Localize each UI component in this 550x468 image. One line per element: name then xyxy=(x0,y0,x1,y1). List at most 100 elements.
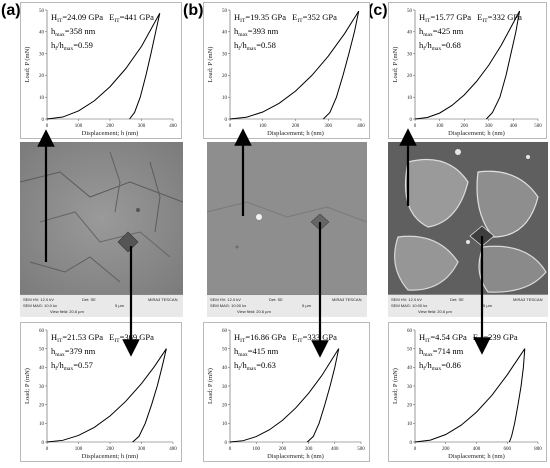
subscript-max: max xyxy=(55,352,65,358)
x-tick-label: 200 xyxy=(106,447,114,452)
chart-svg: 0 100 200 300 400 0 10 20 30 40 50 Displacement; h … xyxy=(207,9,365,137)
x-axis-label: Displacement; h (nm) xyxy=(82,130,139,137)
subscript-max: max xyxy=(423,352,433,358)
hmax-value: =379 nm xyxy=(65,346,96,356)
symbol-h: H xyxy=(234,332,240,342)
subscript-it: IT xyxy=(240,18,246,24)
y-tick-label: 20 xyxy=(39,74,45,79)
symbol-h: h xyxy=(51,360,56,370)
slash-h: /h xyxy=(240,40,247,50)
subscript-max: max xyxy=(247,366,257,372)
x-axis-label: Displacement; h (nm) xyxy=(448,453,505,460)
sem-det-c: Det: SE xyxy=(450,297,464,302)
symbol-h: h xyxy=(51,26,56,36)
y-axis-label: Load; P (mN) xyxy=(24,368,31,404)
slash-h: /h xyxy=(57,360,64,370)
symbol-h: h xyxy=(419,26,424,36)
annotation-hf-ratio: hf/hmax=0.63 xyxy=(234,360,276,372)
subscript-max: max xyxy=(64,366,74,372)
y-tick-label: 30 xyxy=(407,385,413,390)
subscript-f: f xyxy=(238,365,240,372)
y-tick-label: 40 xyxy=(39,31,45,36)
subscript-max: max xyxy=(247,46,257,52)
symbol-e: E xyxy=(290,332,297,342)
modulus-value: =369 GPa xyxy=(120,332,155,342)
subscript-it: IT xyxy=(425,338,431,344)
x-tick-label: 300 xyxy=(138,124,146,129)
annotation-hmax: hmax=425 nm xyxy=(419,26,464,38)
sem-image-c: SEM HV: 12.0 kV SEM MAG: 10.00 kx View f… xyxy=(388,142,548,317)
loading-curve xyxy=(414,10,520,120)
modulus-value: =239 GPa xyxy=(483,332,518,342)
sem-hv-a: SEM HV: 12.0 kV xyxy=(23,297,54,302)
sem-brand-b: MIRA3 TESCAN xyxy=(332,297,362,302)
panel-label-a: (a) xyxy=(1,2,21,19)
y-tick-label: 20 xyxy=(39,403,45,408)
symbol-e: E xyxy=(290,12,297,22)
x-tick-label: 0 xyxy=(229,124,232,129)
sem-scale-a: 5 µm xyxy=(115,303,124,308)
symbol-h: H xyxy=(51,332,57,342)
chart-c-bottom: 0 200 400 600 800 0 10 20 30 40 50 60 Displacement; … xyxy=(388,322,547,462)
y-tick-label: 50 xyxy=(407,347,413,352)
x-tick-label: 0 xyxy=(229,447,232,452)
unloading-curve xyxy=(508,348,526,443)
y-tick-label: 30 xyxy=(39,385,45,390)
slash-h: /h xyxy=(240,360,247,370)
y-axis-label: Load; P (mN) xyxy=(392,368,399,404)
x-tick-label: 100 xyxy=(252,447,260,452)
annotation-hmax: hmax=393 nm xyxy=(234,26,279,38)
y-tick-label: 50 xyxy=(222,9,228,14)
slash-h: /h xyxy=(425,360,432,370)
y-tick-label: 30 xyxy=(222,52,228,57)
annotation-hf-ratio: hf/hmax=0.68 xyxy=(419,40,461,52)
y-tick-label: 10 xyxy=(407,96,413,101)
x-tick-label: 800 xyxy=(534,447,542,452)
hardness-value: =15.77 GPa xyxy=(430,12,471,22)
unloading-curve xyxy=(132,348,167,443)
symbol-h: H xyxy=(51,12,57,22)
subscript-max: max xyxy=(423,32,433,38)
x-tick-label: 200 xyxy=(279,447,287,452)
y-tick-label: 10 xyxy=(407,422,413,427)
annotation-hardness-modulus: HIT=4.54 GPa EIT=239 GPa xyxy=(419,332,518,344)
x-tick-label: 400 xyxy=(169,447,177,452)
annotation-hardness-modulus: HIT=16.86 GPa EIT=333 GPa xyxy=(234,332,337,344)
y-tick-label: 10 xyxy=(39,96,45,101)
symbol-h: H xyxy=(419,12,425,22)
x-tick-label: 500 xyxy=(534,124,542,129)
subscript-it: IT xyxy=(240,338,246,344)
chart-svg: 0 200 400 600 800 0 10 20 30 40 50 60 Displacement; … xyxy=(392,329,542,460)
sem-scale-b: 5 µm xyxy=(302,303,311,308)
x-tick-label: 400 xyxy=(357,124,365,129)
symbol-e: E xyxy=(475,12,482,22)
y-tick-label: 0 xyxy=(225,441,228,446)
loading-curve xyxy=(229,10,360,120)
annotation-hf-ratio: hf/hmax=0.86 xyxy=(419,360,461,372)
x-tick-label: 400 xyxy=(169,124,177,129)
x-tick-label: 0 xyxy=(46,124,49,129)
hardness-value: =24.09 GPa xyxy=(62,12,103,22)
x-tick-label: 200 xyxy=(106,124,114,129)
y-tick-label: 50 xyxy=(407,9,413,14)
y-tick-label: 20 xyxy=(222,403,228,408)
sem-texture-a xyxy=(20,142,183,295)
annotation-hf-ratio: hf/hmax=0.58 xyxy=(234,40,276,52)
ratio-value: =0.68 xyxy=(441,40,461,50)
ratio-value: =0.58 xyxy=(256,40,276,50)
subscript-f: f xyxy=(423,365,425,372)
y-tick-label: 0 xyxy=(225,118,228,123)
annotation-hardness-modulus: HIT=19.35 GPa EIT=352 GPa xyxy=(234,12,337,24)
sem-scale-c: 5 µm xyxy=(483,303,492,308)
hardness-value: =16.86 GPa xyxy=(245,332,286,342)
y-tick-label: 20 xyxy=(407,74,413,79)
annotation-hf-ratio: hf/hmax=0.57 xyxy=(51,360,93,372)
symbol-h: h xyxy=(51,40,56,50)
annotation-hardness-modulus: HIT=15.77 GPa EIT=332 GPa xyxy=(419,12,522,24)
annotation-hardness-modulus: HIT=24.09 GPa EIT=441 GPa xyxy=(51,12,154,24)
ratio-value: =0.59 xyxy=(73,40,93,50)
hmax-value: =393 nm xyxy=(248,26,279,36)
y-tick-label: 40 xyxy=(39,366,45,371)
symbol-h: h xyxy=(234,40,239,50)
